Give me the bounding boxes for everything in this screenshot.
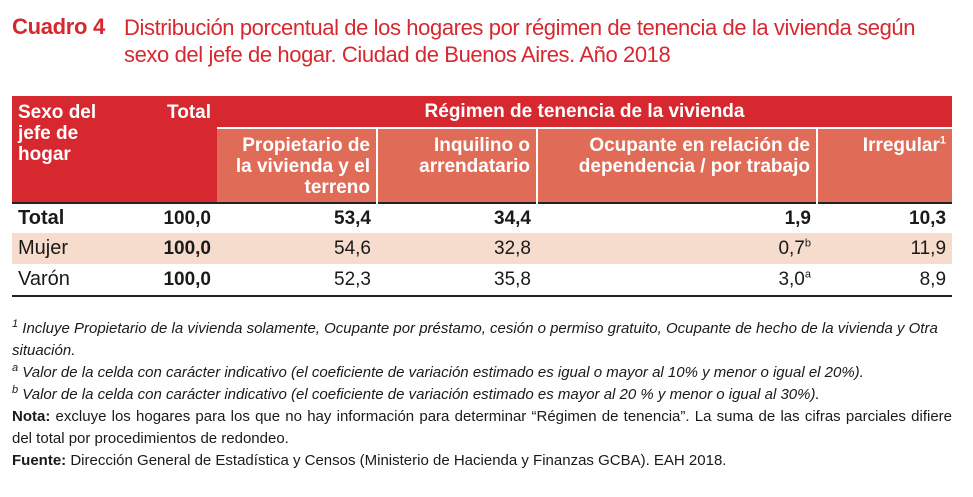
cell-inquilino: 35,8 — [377, 264, 537, 297]
fuente: Fuente: Dirección General de Estadística… — [12, 450, 952, 472]
row-label: Total — [12, 202, 122, 233]
row-label: Varón — [12, 264, 122, 297]
footnote-a: a Valor de la celda con carácter indicat… — [12, 362, 952, 384]
cell-propietario: 52,3 — [217, 264, 377, 297]
header-sexo: Sexo del jefe de hogar — [12, 96, 122, 203]
cell-ocupante: 1,9 — [537, 202, 817, 233]
cell-propietario: 54,6 — [217, 233, 377, 264]
nota: Nota: excluye los hogares para los que n… — [12, 406, 952, 450]
footnote-mark: 1 — [12, 318, 19, 330]
row-label: Mujer — [12, 233, 122, 264]
data-table: Sexo del jefe de hogar Total Régimen de … — [12, 96, 953, 297]
cell-ocupante: 3,0a — [537, 264, 817, 297]
cell-irregular: 11,9 — [817, 233, 953, 264]
cell-total: 100,0 — [122, 202, 217, 233]
header-group: Régimen de tenencia de la vivienda — [217, 96, 953, 129]
cell-inquilino: 32,8 — [377, 233, 537, 264]
cell-total: 100,0 — [122, 233, 217, 264]
header-irregular-label: Irregular — [862, 135, 940, 156]
footnote-mark: 1 — [939, 134, 947, 147]
header-inquilino: Inquilino o arrendatario — [376, 128, 537, 203]
footnote-mark: b — [804, 237, 811, 250]
cell-ocupante-value: 3,0 — [778, 268, 805, 290]
title-label: Cuadro 4 — [12, 14, 105, 39]
footnote-1: 1 Incluye Propietario de la vivienda sol… — [12, 318, 952, 362]
footnotes: 1 Incluye Propietario de la vivienda sol… — [12, 318, 952, 472]
header-total: Total — [122, 96, 217, 203]
title-text: Distribución porcentual de los hogares p… — [124, 15, 916, 67]
cell-total: 100,0 — [122, 264, 217, 297]
footnote-mark: b — [12, 384, 19, 396]
cell-ocupante-value: 0,7 — [778, 237, 805, 259]
table-row: Varón 100,0 52,3 35,8 3,0a 8,9 — [12, 264, 953, 297]
cell-propietario: 53,4 — [217, 202, 377, 233]
cell-ocupante: 0,7b — [537, 233, 817, 264]
footnote-text: Valor de la celda con carácter indicativ… — [22, 364, 864, 381]
cell-ocupante-value: 1,9 — [784, 207, 811, 229]
header-irregular: Irregular1 — [815, 128, 953, 203]
cell-irregular: 10,3 — [817, 202, 953, 233]
footnote-text: Incluye Propietario de la vivienda solam… — [12, 320, 938, 359]
table-row: Mujer 100,0 54,6 32,8 0,7b 11,9 — [12, 233, 953, 264]
cell-irregular: 8,9 — [817, 264, 953, 297]
nota-label: Nota: — [12, 408, 51, 425]
cell-inquilino: 34,4 — [377, 202, 537, 233]
table-row: Total 100,0 53,4 34,4 1,9 10,3 — [12, 202, 953, 233]
footnote-b: b Valor de la celda con carácter indicat… — [12, 384, 952, 406]
header-propietario: Propietario de la vivienda y el terreno — [217, 128, 377, 203]
footnote-mark: a — [12, 362, 19, 374]
header-ocupante: Ocupante en relación de dependencia / po… — [536, 128, 817, 203]
nota-text: excluye los hogares para los que no hay … — [12, 408, 952, 447]
footnote-text: Valor de la celda con carácter indicativ… — [22, 386, 820, 403]
footnote-mark: a — [804, 268, 811, 281]
fuente-text: Dirección General de Estadística y Censo… — [70, 452, 727, 469]
fuente-label: Fuente: — [12, 452, 67, 469]
